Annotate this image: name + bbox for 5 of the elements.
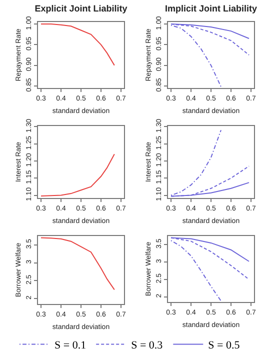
chart-title: Implicit Joint Liability xyxy=(164,3,258,14)
chart-title: Explicit Joint Liability xyxy=(34,3,128,14)
legend-label: S = 0.1 xyxy=(54,340,86,352)
legend-label: S = 0.3 xyxy=(131,340,164,352)
legend-label: S = 0.5 xyxy=(208,340,240,352)
